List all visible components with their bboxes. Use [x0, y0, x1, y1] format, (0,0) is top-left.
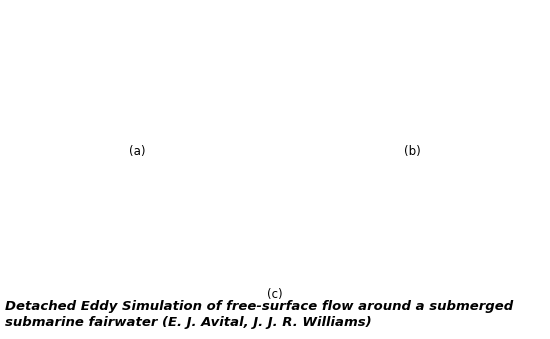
Text: Detached Eddy Simulation of free-surface flow around a submerged: Detached Eddy Simulation of free-surface… [5, 300, 513, 313]
Text: (a): (a) [129, 145, 145, 158]
Text: (b): (b) [404, 145, 420, 158]
Text: submarine fairwater (E. J. Avital, J. J. R. Williams): submarine fairwater (E. J. Avital, J. J.… [5, 316, 372, 329]
Text: (c): (c) [267, 288, 283, 301]
